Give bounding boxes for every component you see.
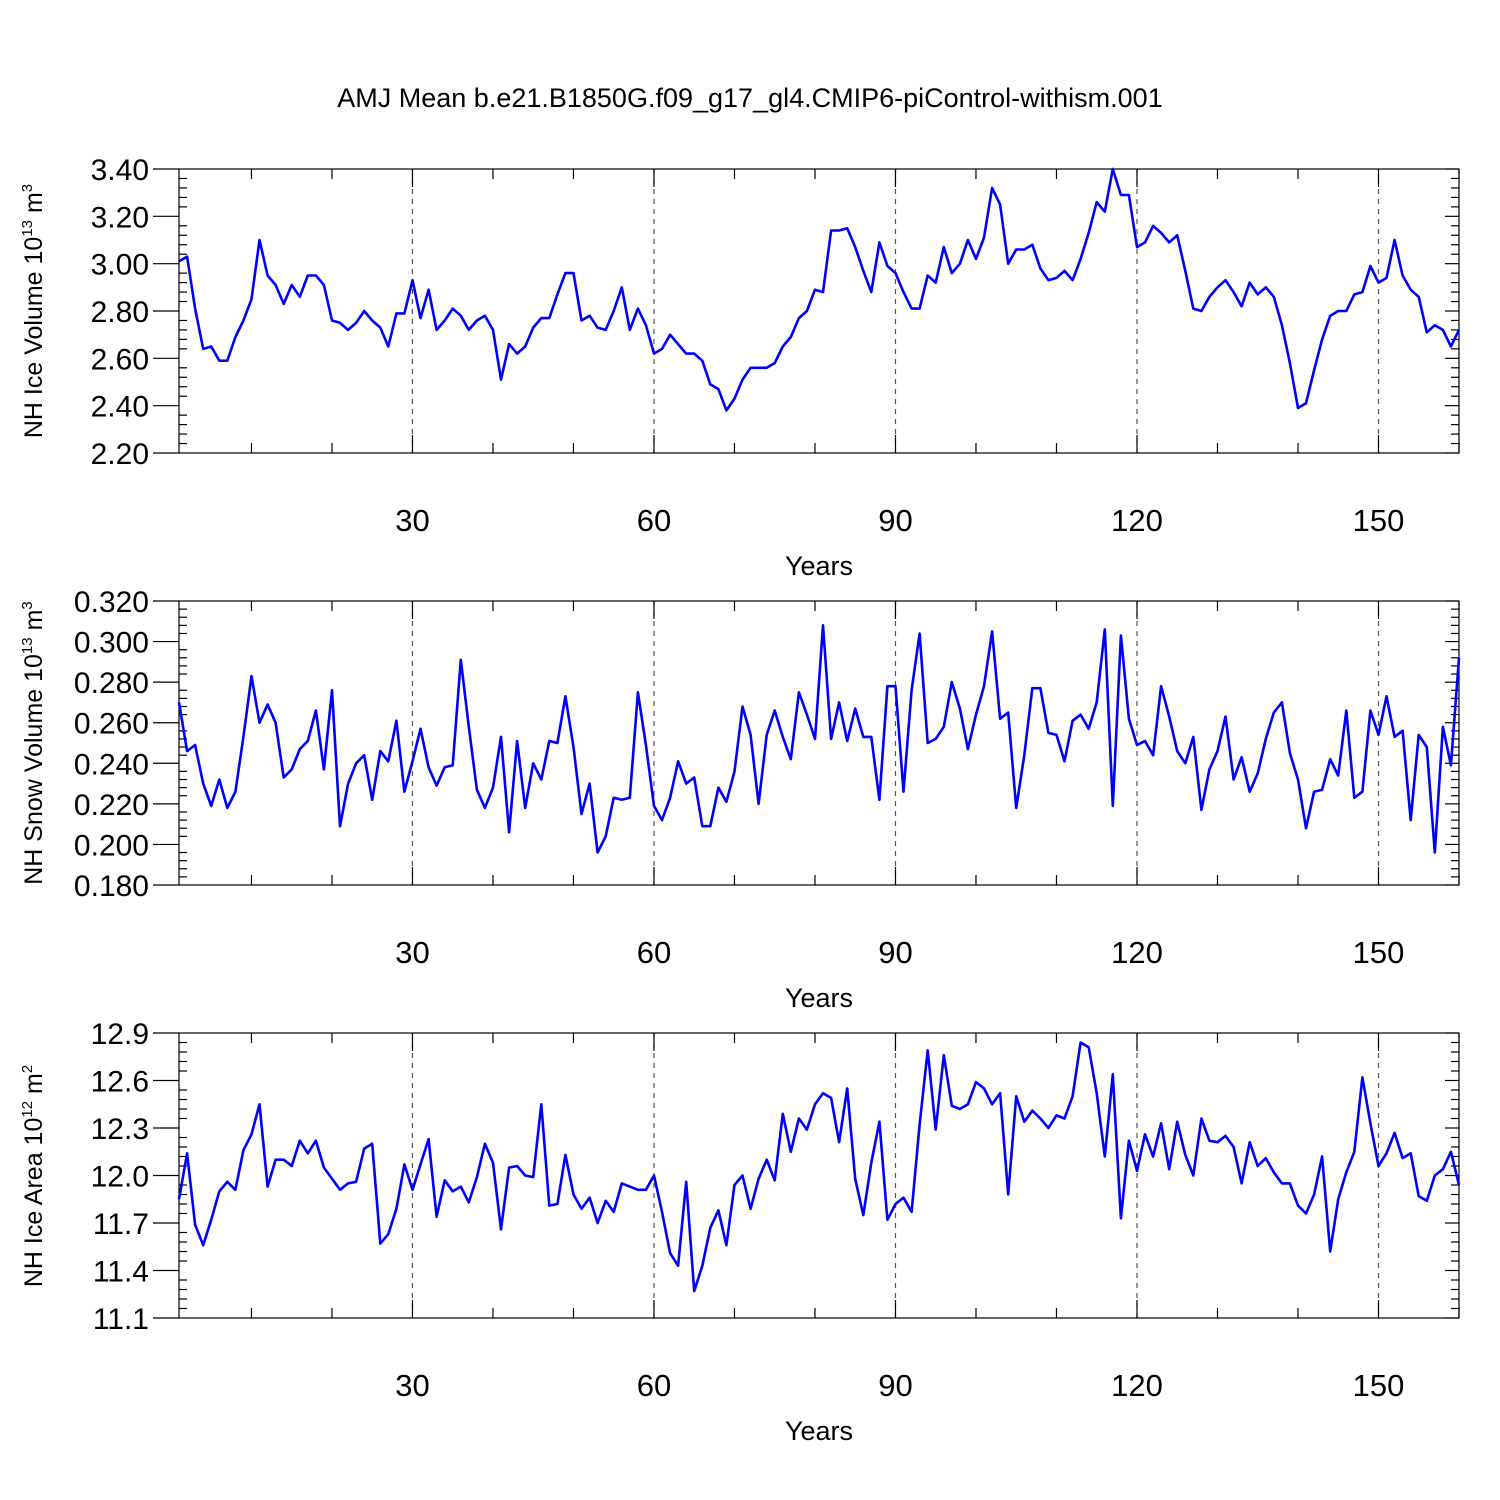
x-axis-label: Years xyxy=(785,551,853,581)
y-axis-label-part: m xyxy=(20,610,48,638)
y-tick-label: 12.6 xyxy=(91,1066,149,1099)
x-tick-label: 90 xyxy=(878,935,912,970)
y-tick-label: 0.200 xyxy=(74,829,149,862)
x-tick-label: 90 xyxy=(878,503,912,538)
series-line xyxy=(177,623,1461,854)
y-axis-label-superscript: 3 xyxy=(19,601,36,609)
x-tick-label: 30 xyxy=(395,1368,429,1403)
x-tick-label: 150 xyxy=(1353,935,1405,970)
y-axis-label-part: NH Ice Volume 10 xyxy=(20,237,48,439)
y-axis-label: NH Ice Area 1012 m2 xyxy=(19,1065,48,1287)
y-tick-label: 11.1 xyxy=(93,1303,149,1336)
x-tick-label: 150 xyxy=(1353,503,1405,538)
y-tick-label: 12.9 xyxy=(91,1018,149,1051)
y-axis-label: NH Snow Volume 1013 m3 xyxy=(19,601,48,885)
y-tick-label: 11.4 xyxy=(93,1256,149,1289)
y-axis-label-part: NH Ice Area 10 xyxy=(20,1118,48,1288)
x-axis-label: Years xyxy=(785,1416,853,1446)
plot-frame xyxy=(178,600,1460,886)
x-axis-label: Years xyxy=(785,983,853,1013)
y-tick-label: 0.240 xyxy=(74,748,149,781)
y-axis-label-superscript: 13 xyxy=(19,637,36,654)
series-line xyxy=(178,167,1461,412)
y-axis-label-part: NH Snow Volume 10 xyxy=(20,654,48,885)
y-tick-label: 2.60 xyxy=(91,343,149,376)
x-tick-label: 120 xyxy=(1111,1368,1163,1403)
x-tick-label: 120 xyxy=(1111,935,1163,970)
y-axis-label: NH Ice Volume 1013 m3 xyxy=(19,184,48,438)
figure-title: AMJ Mean b.e21.B1850G.f09_g17_gl4.CMIP6-… xyxy=(337,83,1162,113)
x-tick-label: 90 xyxy=(878,1368,912,1403)
x-tick-label: 30 xyxy=(395,935,429,970)
y-axis-label-part: m xyxy=(20,1073,48,1101)
panel-3: 11.1 11.4 11.7 12.0 12.3 12.6 12.9 30 60 90 120 150… xyxy=(19,1018,1461,1446)
x-tick-label: 30 xyxy=(395,503,429,538)
panels: 2.20 2.40 2.60 2.80 3.00 3.20 3.40 30 60 90 120 150… xyxy=(19,154,1461,1446)
series-line xyxy=(177,1041,1461,1293)
y-axis-label-superscript: 2 xyxy=(19,1065,36,1073)
y-tick-label: 12.3 xyxy=(91,1113,149,1146)
y-tick-label: 0.280 xyxy=(74,667,149,700)
panel-1: 2.20 2.40 2.60 2.80 3.00 3.20 3.40 30 60 90 120 150… xyxy=(19,154,1461,581)
y-tick-label: 2.80 xyxy=(91,296,149,329)
y-tick-label: 11.7 xyxy=(93,1208,149,1241)
x-tick-label: 150 xyxy=(1353,1368,1405,1403)
y-tick-label: 0.320 xyxy=(74,586,149,619)
y-axis-label-superscript: 13 xyxy=(19,220,36,237)
y-axis-label-superscript: 3 xyxy=(19,184,36,192)
x-tick-label: 60 xyxy=(637,935,671,970)
y-tick-label: 3.20 xyxy=(91,201,149,234)
y-tick-label: 0.180 xyxy=(74,870,149,903)
y-axis-label-superscript: 12 xyxy=(19,1101,36,1118)
x-tick-label: 60 xyxy=(637,1368,671,1403)
y-axis-label-part: m xyxy=(20,192,48,220)
y-tick-label: 2.20 xyxy=(91,438,149,471)
panel-2: 0.180 0.200 0.220 0.240 0.260 0.280 0.300 0.320… xyxy=(19,586,1461,1013)
plot-frame xyxy=(178,1032,1460,1319)
y-tick-label: 12.0 xyxy=(91,1161,149,1194)
plot-frame xyxy=(178,168,1460,454)
y-tick-label: 0.300 xyxy=(74,627,149,660)
y-tick-label: 0.260 xyxy=(74,708,149,741)
x-tick-label: 120 xyxy=(1111,503,1163,538)
y-tick-label: 3.00 xyxy=(91,249,149,282)
x-tick-label: 60 xyxy=(637,503,671,538)
y-tick-label: 2.40 xyxy=(91,391,149,424)
y-tick-label: 0.220 xyxy=(74,789,149,822)
y-tick-label: 3.40 xyxy=(91,154,149,187)
